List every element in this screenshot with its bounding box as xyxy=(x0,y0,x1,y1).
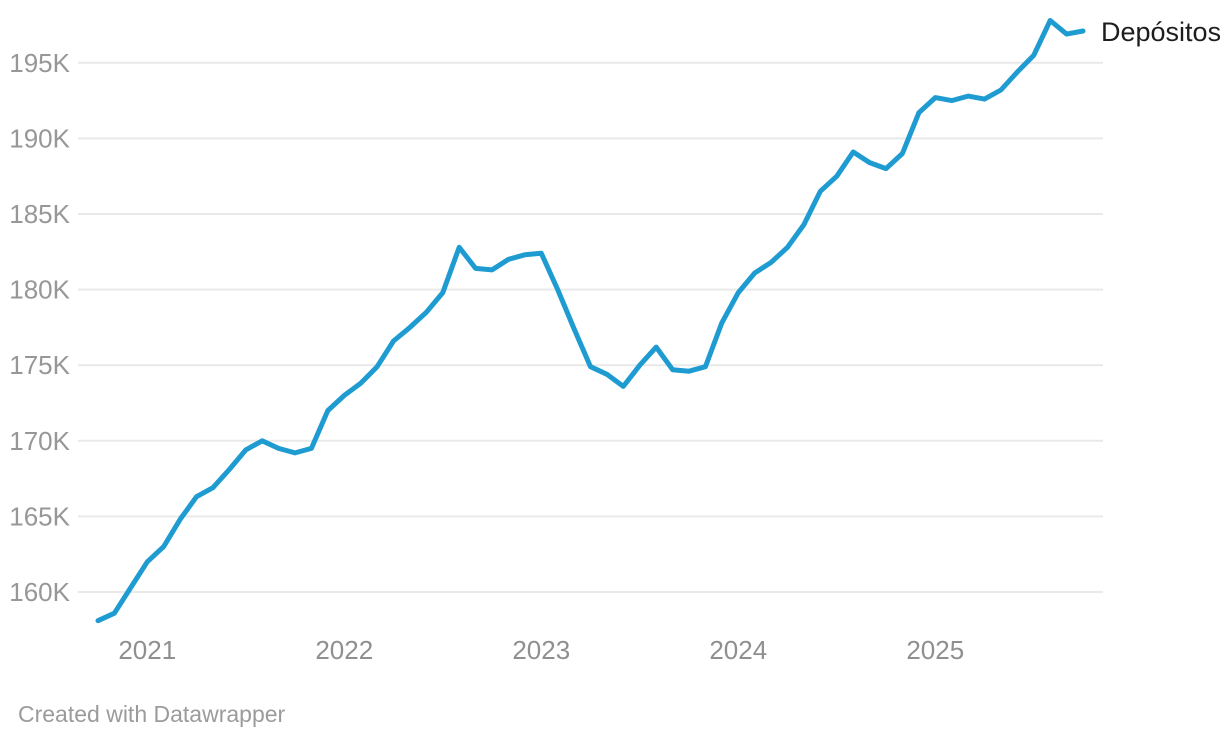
x-axis-labels: 2021 2022 2023 2024 2025 xyxy=(118,635,964,665)
x-tick-label: 2022 xyxy=(315,635,373,665)
series-line-depositos xyxy=(95,18,1086,624)
series-end-label: Depósitos xyxy=(1101,17,1220,47)
gridlines xyxy=(78,61,1103,593)
x-tick-label: 2023 xyxy=(512,635,570,665)
y-tick-label: 180K xyxy=(9,275,70,305)
y-tick-label: 195K xyxy=(9,48,70,78)
y-tick-label: 190K xyxy=(9,123,70,153)
y-tick-label: 165K xyxy=(9,501,70,531)
attribution-text: Created with Datawrapper xyxy=(18,701,286,727)
y-tick-label: 175K xyxy=(9,350,70,380)
x-tick-label: 2024 xyxy=(709,635,767,665)
y-tick-label: 160K xyxy=(9,577,70,607)
y-axis-labels: 160K 165K 170K 175K 180K 185K 190K 195K xyxy=(9,48,70,607)
x-tick-label: 2021 xyxy=(118,635,176,665)
y-tick-label: 170K xyxy=(9,426,70,456)
y-tick-label: 185K xyxy=(9,199,70,229)
x-tick-label: 2025 xyxy=(906,635,964,665)
